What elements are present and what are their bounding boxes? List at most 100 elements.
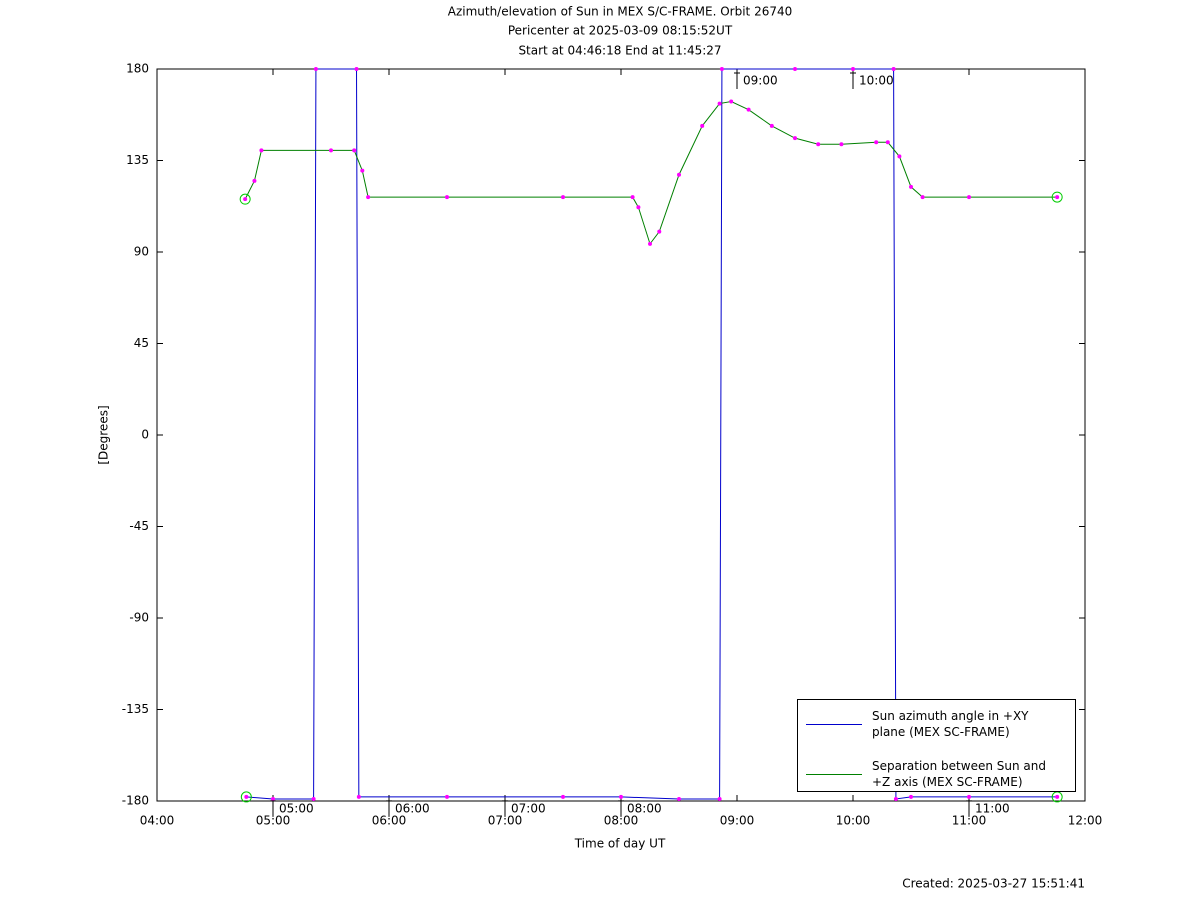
annotation-label: 09:00 [743,74,778,88]
point-marker [729,99,734,104]
annotation-arrow [966,800,972,817]
annotation-arrow [850,72,856,89]
y-tick-label: 180 [126,62,149,76]
point-marker [259,148,264,153]
point-marker [816,142,821,147]
point-marker [1055,195,1060,200]
legend-item: Sun azimuth angle in +XY plane (MEX SC-F… [806,708,1062,740]
chart-subtitle: Start at 04:46:18 End at 11:45:27 [518,44,721,58]
endpoint-marker [239,193,251,205]
point-marker [360,168,365,173]
point-marker [769,123,774,128]
point-marker [909,184,913,189]
annotation-label: 11:00 [975,801,1010,815]
chart-title: Azimuth/elevation of Sun in MEX S/C-FRAM… [448,5,793,19]
x-tick-label: 05:00 [256,814,291,828]
point-marker [717,796,722,801]
x-tick-label: 10:00 [836,814,871,828]
y-tick-label: -180 [122,794,149,808]
point-marker [329,148,333,153]
annotation-label: 06:00 [395,801,430,815]
point-marker [244,794,249,799]
x-tick-label: 07:00 [488,814,523,828]
point-marker [793,136,797,141]
legend-label: Sun azimuth angle in +XY plane (MEX SC-F… [872,709,1029,739]
annotation-arrow [734,72,740,89]
point-marker [874,140,879,145]
point-marker [356,794,361,799]
y-tick-label: 90 [134,245,149,259]
point-marker [561,195,565,200]
point-marker [243,197,248,202]
annotation-arrow [386,800,392,817]
legend: Sun azimuth angle in +XY plane (MEX SC-F… [797,699,1076,792]
x-tick-label: 09:00 [720,814,755,828]
legend-swatch [806,773,862,775]
point-marker [700,123,705,128]
point-marker [839,142,844,147]
x-axis-label: Time of day UT [574,837,666,851]
annotation-label: 08:00 [627,801,662,815]
annotation-arrow [502,800,508,817]
endpoint-marker [1051,191,1063,203]
point-marker [746,107,751,112]
point-marker [354,67,359,71]
series-line [246,68,1058,800]
point-marker [252,178,257,183]
x-tick-label: 12:00 [1068,814,1103,828]
point-marker [893,796,898,801]
x-tick-label: 08:00 [604,814,639,828]
legend-label: Separation between Sun and +Z axis (MEX … [872,759,1046,789]
point-marker [561,794,565,799]
y-tick-label: 45 [134,336,149,350]
legend-item: Separation between Sun and +Z axis (MEX … [806,758,1062,790]
x-tick-label: 06:00 [372,814,407,828]
point-marker [352,148,357,153]
plot-frame [156,68,1086,802]
point-marker [677,172,681,177]
x-tick-label: 11:00 [952,814,987,828]
point-marker [967,195,971,200]
y-tick-label: -45 [129,519,149,533]
chart-subtitle: Pericenter at 2025-03-09 08:15:52UT [508,24,733,38]
y-tick-label: 135 [126,153,149,167]
point-marker [719,67,724,71]
point-marker [445,794,449,799]
point-marker [619,794,623,799]
point-marker [313,67,318,71]
legend-swatch [806,723,862,725]
y-tick-label: 0 [141,428,149,442]
point-marker [311,796,316,801]
endpoint-marker [240,791,252,803]
annotation-label: 07:00 [511,801,546,815]
annotation-label: 05:00 [279,801,314,815]
annotation-label: 10:00 [859,74,894,88]
annotation-arrow [270,800,276,817]
x-tick-label: 04:00 [140,814,175,828]
y-axis-label: [Degrees] [97,405,111,464]
point-marker [636,205,641,210]
point-marker [366,195,371,200]
point-marker [657,229,662,234]
point-marker [920,195,925,200]
series-line [244,101,1058,245]
point-marker [717,101,722,106]
point-marker [851,67,855,71]
footnote: Created: 2025-03-27 15:51:41 [902,877,1085,891]
point-marker [1055,794,1060,799]
y-tick-label: -90 [129,611,149,625]
point-marker [271,796,275,801]
point-marker [630,195,635,200]
point-marker [885,140,890,145]
point-marker [897,154,902,159]
point-marker [677,796,681,801]
point-marker [967,794,971,799]
annotation-arrow [618,800,624,817]
point-marker [909,794,913,799]
y-tick-label: -135 [122,702,149,716]
point-marker [891,67,896,71]
point-marker [445,195,449,200]
point-marker [793,67,797,71]
